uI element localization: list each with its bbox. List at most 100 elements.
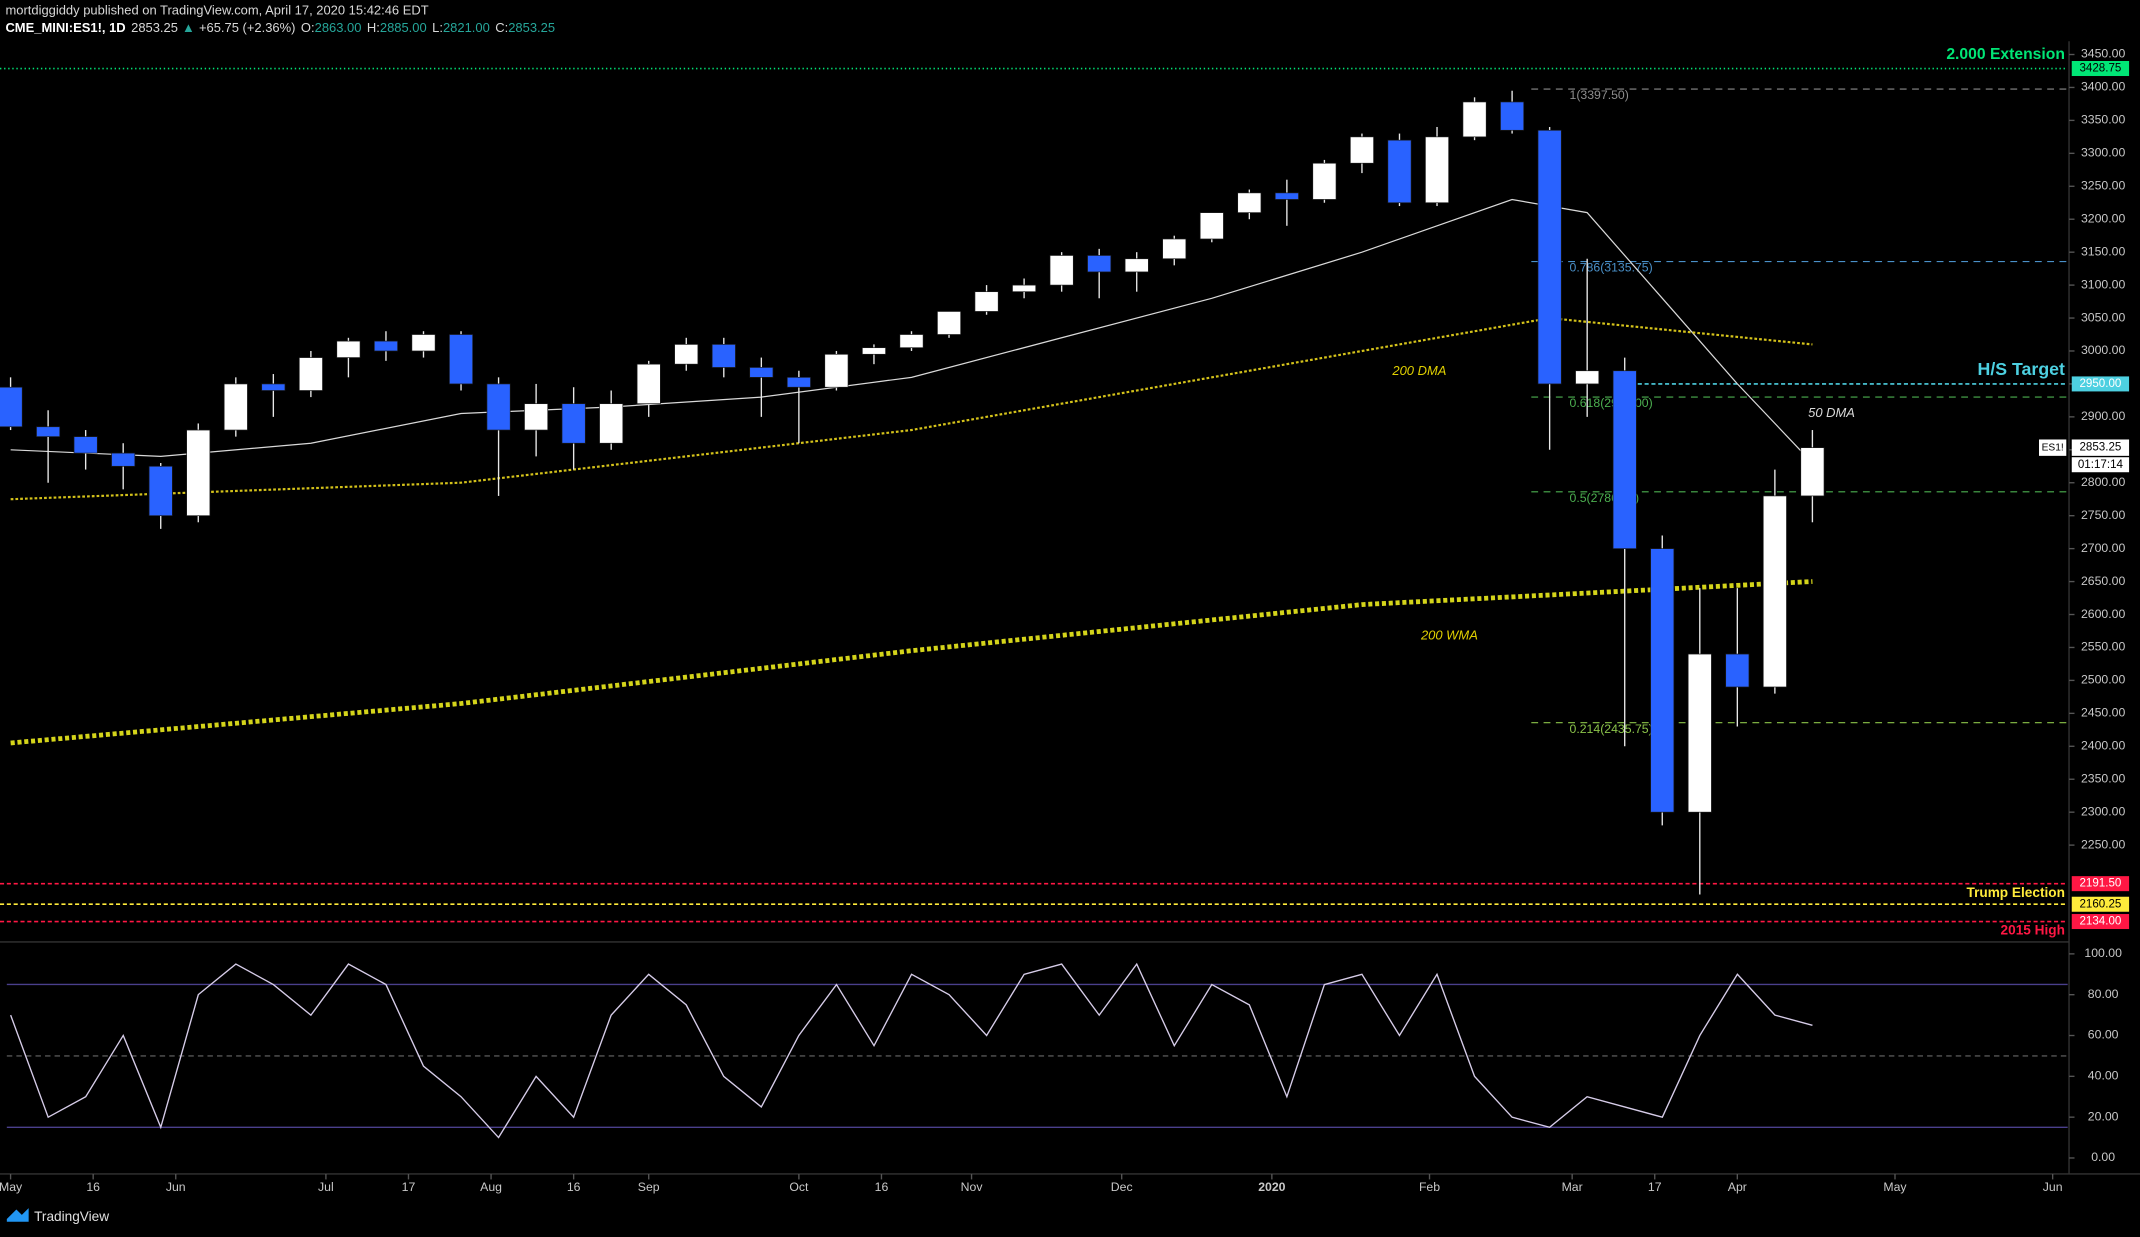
x-tick-label: 2020 [1258, 1180, 1285, 1194]
candle-body [824, 353, 849, 388]
candle-body [599, 403, 624, 444]
y-tick-label: 3350.00 [2081, 113, 2126, 127]
ohlc-label: C: [495, 20, 508, 35]
indicator-name: 200 DMA [1391, 363, 1446, 378]
candle-body [1162, 238, 1187, 260]
candle-body [974, 291, 999, 312]
candle-body [1687, 653, 1712, 813]
ohlc-label: L: [432, 20, 443, 35]
countdown-bg [2071, 457, 2130, 473]
candle-body [786, 376, 811, 388]
last-price: 2853.25 [131, 20, 178, 35]
y-tick-label: 2750.00 [2081, 508, 2126, 522]
candle-body [1312, 162, 1337, 200]
y-tick-label: 3100.00 [2081, 277, 2126, 291]
candle-body [261, 383, 286, 391]
x-tick-label: Jul [318, 1180, 334, 1194]
x-tick-label: Jun [166, 1180, 186, 1194]
x-tick-label: 16 [567, 1180, 581, 1194]
x-tick-label: Jun [2043, 1180, 2063, 1194]
indicator-line [10, 198, 1813, 464]
level-tag-text: 2160.25 [2079, 897, 2121, 910]
candle-body [861, 347, 886, 355]
candle-body [1425, 136, 1450, 204]
y-tick-label: 3250.00 [2081, 179, 2126, 193]
x-tick-label: Dec [1111, 1180, 1133, 1194]
level-tag [2071, 61, 2130, 77]
candle-body [1049, 255, 1074, 286]
symbol-tag-bg [2039, 439, 2067, 456]
y-tick-label: 40.00 [2088, 1069, 2119, 1083]
candle-body [1349, 136, 1374, 164]
y-tick-label: 2800.00 [2081, 475, 2126, 489]
fib-label: 0.618(2930.00) [1570, 396, 1653, 410]
symbol-tag: ES1! [2042, 442, 2064, 453]
indicator-name: 200 WMA [1420, 628, 1478, 643]
candle-body [561, 403, 586, 444]
osc-line [10, 962, 1813, 1139]
y-tick-label: 0.00 [2091, 1150, 2115, 1164]
tv-logo[interactable]: TradingView [6, 1208, 109, 1224]
candle-body [411, 334, 436, 352]
indicator-name: 50 DMA [1808, 405, 1855, 420]
candle-body [298, 357, 323, 391]
y-tick-label: 2900.00 [2081, 409, 2126, 423]
y-tick-label: 3000.00 [2081, 343, 2126, 357]
logo-mark [6, 1208, 29, 1222]
candle-body [1650, 548, 1675, 813]
candle-body [1237, 192, 1262, 213]
indicator-line [10, 317, 1813, 501]
candle-body [36, 426, 61, 437]
fib-label: 1(3397.50) [1570, 88, 1629, 102]
level-tag-text: 2134.00 [2079, 915, 2121, 928]
price-tag: 2853.25 [2079, 441, 2121, 454]
candle-body [1500, 101, 1525, 131]
level-tag [2071, 876, 2130, 892]
y-tick-label: 2650.00 [2081, 574, 2126, 588]
y-tick-label: 3300.00 [2081, 146, 2126, 160]
candle-body [711, 344, 736, 368]
candle-body [1612, 370, 1637, 549]
y-tick-label: 2250.00 [2081, 837, 2126, 851]
candle-body [1199, 212, 1224, 240]
candle-body [336, 340, 361, 358]
y-tick-label: 3150.00 [2081, 244, 2126, 258]
y-tick-label: 2600.00 [2081, 607, 2126, 621]
x-tick-label: Mar [1562, 1180, 1583, 1194]
ohlc-label: H: [367, 20, 380, 35]
level-tag [2071, 914, 2130, 930]
ohlc-value: 2821.00 [443, 20, 490, 35]
candle-body [1575, 370, 1600, 385]
level-tag-text: 2950.00 [2079, 377, 2121, 390]
change: +65.75 (+2.36%) [199, 20, 296, 35]
level-tag [2071, 376, 2130, 392]
candle-body [223, 383, 248, 431]
y-tick-label: 20.00 [2088, 1109, 2119, 1123]
candle-body [937, 311, 962, 335]
candle-body [1762, 495, 1787, 688]
x-tick-label: Oct [789, 1180, 809, 1194]
candle-body [674, 344, 699, 365]
candle-body [1800, 447, 1825, 497]
x-tick-label: 17 [1648, 1180, 1662, 1194]
y-tick-label: 2500.00 [2081, 673, 2126, 687]
y-tick-label: 3200.00 [2081, 211, 2126, 225]
y-tick-label: 3450.00 [2081, 47, 2126, 61]
level-name: H/S Target [1978, 359, 2065, 379]
level-tag-text: 3428.75 [2079, 62, 2121, 75]
candle-body [1387, 139, 1412, 204]
ohlc-label: O: [301, 20, 315, 35]
x-tick-label: Apr [1728, 1180, 1747, 1194]
candle-body [1087, 255, 1112, 273]
candle-body [0, 386, 23, 428]
y-tick-label: 2550.00 [2081, 640, 2126, 654]
level-name: 2015 High [2001, 923, 2065, 938]
level-tag [2071, 896, 2130, 912]
symbol-line: CME_MINI:ES1!, 1D 2853.25 ▲ +65.75 (+2.36%)… [5, 20, 555, 35]
y-tick-label: 2300.00 [2081, 804, 2126, 818]
fib-label: 0.214(2435.75) [1570, 722, 1653, 736]
y-tick-label: 2400.00 [2081, 739, 2126, 753]
candle-body [899, 334, 924, 349]
y-tick-label: 60.00 [2088, 1028, 2119, 1042]
